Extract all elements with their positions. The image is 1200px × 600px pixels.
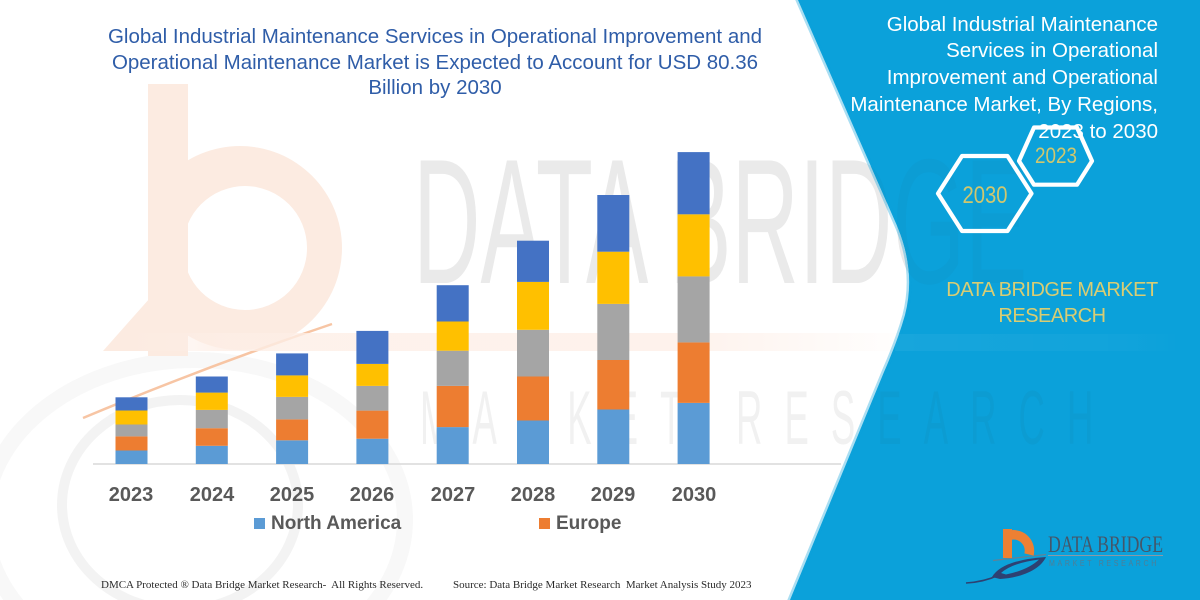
svg-text:2030: 2030 [963, 182, 1008, 209]
svg-text:2023: 2023 [1035, 143, 1077, 168]
svg-text:MARKET RESEARCH: MARKET RESEARCH [1049, 559, 1159, 568]
svg-text:DATA BRIDGE: DATA BRIDGE [1048, 532, 1163, 557]
